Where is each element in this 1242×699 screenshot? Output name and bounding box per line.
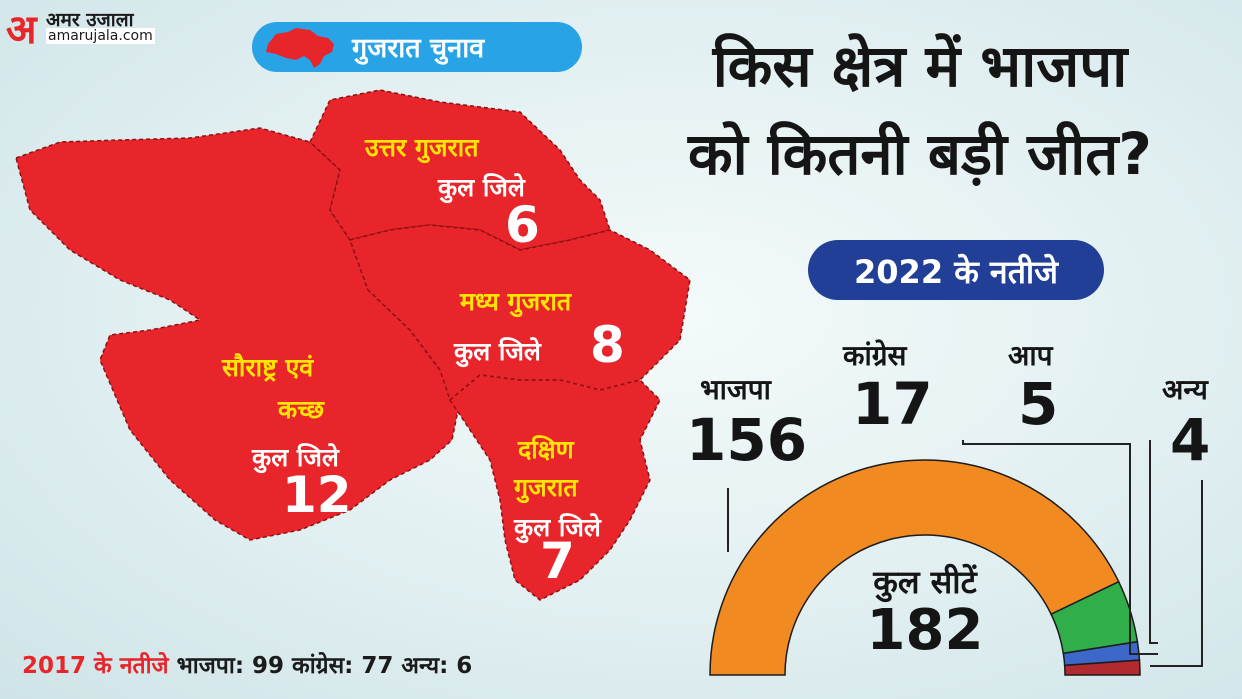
donut-slice-bjp <box>709 459 1120 676</box>
gujarat-outline-icon <box>266 28 334 68</box>
map-region-saurashtra-kutch <box>15 127 461 541</box>
logo-hindi-name: अमर उजाला <box>46 9 134 31</box>
party-seats-others: 4 <box>1170 406 1211 474</box>
logo-letter: अ <box>6 7 37 53</box>
results-2022-label: 2022 के नतीजे <box>854 253 1058 291</box>
north-gujarat-district-label: कुल जिले <box>438 173 525 202</box>
central-gujarat-name: मध्य गुजरात <box>460 287 572 316</box>
headline-line-2: को कितनी बड़ी जीत? <box>688 120 1152 188</box>
saurashtra-name-line-2: कच्छ <box>278 395 324 424</box>
north-gujarat-district-count: 6 <box>505 196 540 254</box>
election-tag-label: गुजरात चुनाव <box>352 33 485 64</box>
party-label-congress: कांग्रेस <box>843 339 907 372</box>
leader-line-aap <box>1149 440 1158 644</box>
headline: किस क्षेत्र में भाजपा को कितनी बड़ी जीत? <box>600 22 1240 198</box>
party-seats-aap: 5 <box>1018 370 1059 438</box>
south-gujarat-district-count: 7 <box>540 532 575 590</box>
south-gujarat-district-label: कुल जिले <box>514 513 601 542</box>
election-tag: गुजरात चुनाव <box>252 22 582 72</box>
results-2017-values: भाजपा: 99 कांग्रेस: 77 अन्य: 6 <box>176 653 473 679</box>
central-gujarat-district-count: 8 <box>590 316 625 374</box>
central-gujarat-district-label: कुल जिले <box>454 337 541 366</box>
amar-ujala-logo: अ अमर उजाला amarujala.com <box>6 4 196 53</box>
map-region-north-gujarat <box>309 89 611 251</box>
map-region-south-gujarat <box>449 374 661 601</box>
leader-line-others <box>1150 480 1203 667</box>
party-label-others: अन्य <box>1162 373 1208 406</box>
gujarat-map <box>15 89 691 601</box>
south-gujarat-name-line-2: गुजरात <box>514 473 578 502</box>
results-2022-pill: 2022 के नतीजे <box>808 240 1104 300</box>
party-label-bjp: भाजपा <box>700 373 771 406</box>
saurashtra-district-label: कुल जिले <box>252 443 339 472</box>
north-gujarat-name: उत्तर गुजरात <box>365 133 479 162</box>
party-seats-bjp: 156 <box>686 406 808 474</box>
results-2017-label: 2017 के नतीजे <box>22 653 169 679</box>
map-region-central-gujarat <box>349 224 691 402</box>
party-label-aap: आप <box>1008 339 1053 372</box>
saurashtra-name-line-1: सौराष्ट्र एवं <box>222 353 314 382</box>
south-gujarat-name-line-1: दक्षिण <box>518 435 574 464</box>
leader-line-congress <box>962 440 1158 655</box>
saurashtra-district-count: 12 <box>282 466 352 524</box>
total-seats-value: 182 <box>866 598 984 663</box>
logo-website: amarujala.com <box>46 28 155 44</box>
headline-line-1: किस क्षेत्र में भाजपा <box>712 32 1128 100</box>
donut-slice-others <box>1063 659 1141 676</box>
results-2017-footer: 2017 के नतीजे भाजपा: 99 कांग्रेस: 77 अन्… <box>22 648 472 680</box>
total-seats-label: कुल सीटें <box>873 563 977 601</box>
seats-donut-chart <box>709 440 1203 676</box>
party-seats-congress: 17 <box>852 370 933 438</box>
